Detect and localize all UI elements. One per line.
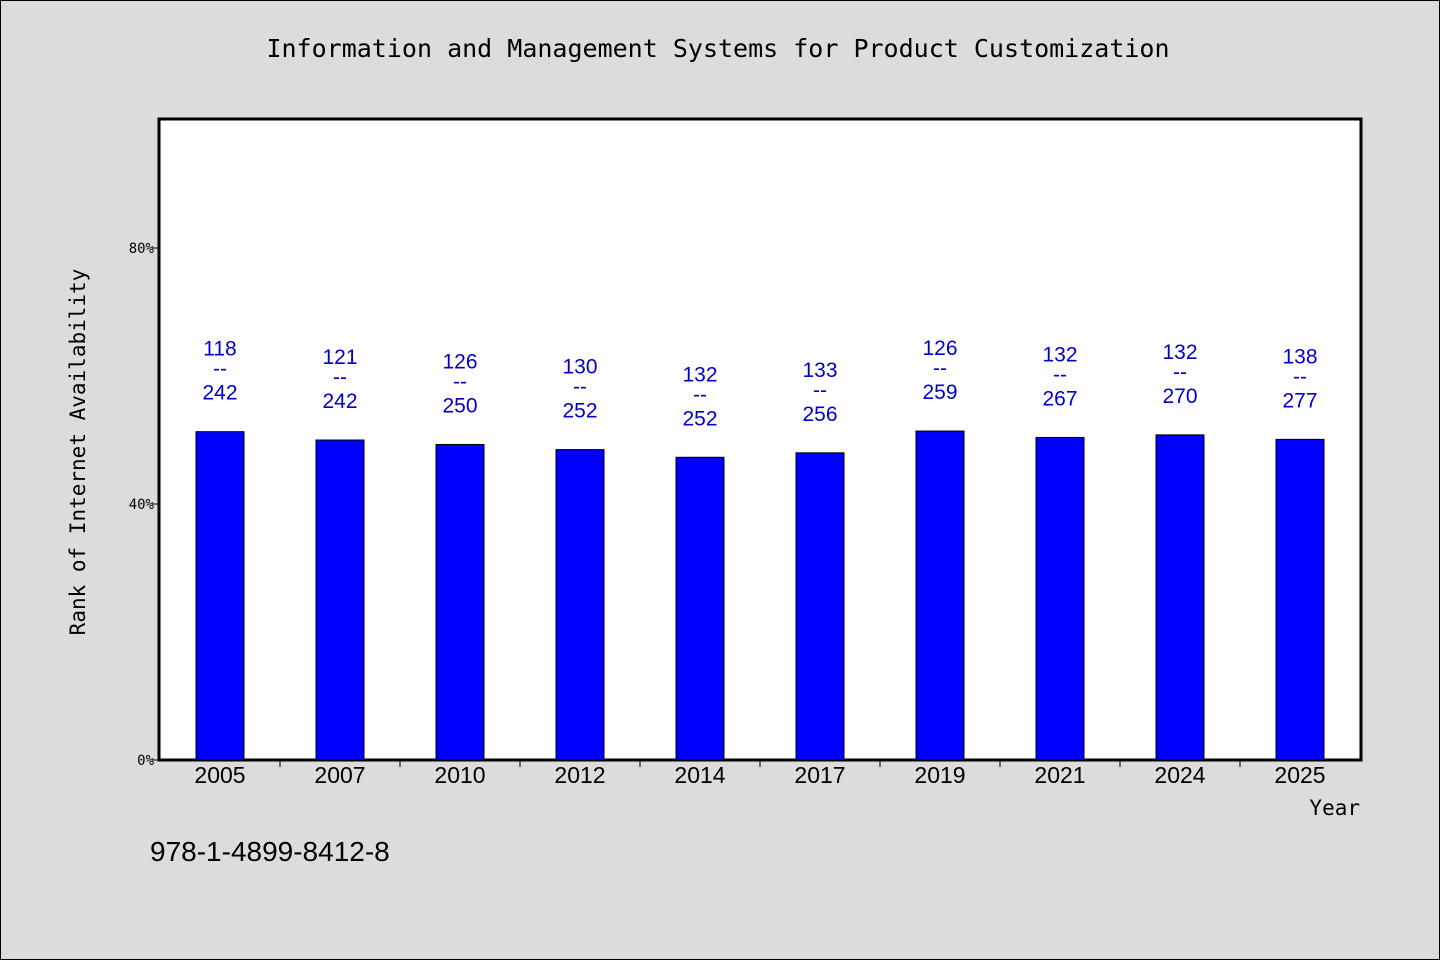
x-tick-label: 2014: [674, 762, 725, 788]
data-label-bottom: 252: [682, 407, 717, 430]
x-tick-label: 2024: [1154, 762, 1205, 788]
x-tick-label: 2012: [554, 762, 605, 788]
data-label-separator: --: [693, 383, 707, 406]
data-label-top: 126: [442, 350, 477, 373]
data-label-top: 132: [1162, 341, 1197, 364]
y-tick-label: 80%: [129, 241, 155, 257]
bar: [435, 443, 485, 761]
data-label-separator: --: [213, 358, 227, 381]
x-axis-label: Year: [1309, 796, 1360, 820]
data-label-top: 130: [562, 356, 597, 379]
data-label-separator: --: [1173, 361, 1187, 384]
bar: [315, 439, 365, 761]
x-tick-label: 2021: [1034, 762, 1085, 788]
bar: [675, 456, 725, 761]
bar: [795, 452, 845, 761]
chart-title: Information and Management Systems for P…: [266, 34, 1170, 63]
data-label-separator: --: [453, 370, 467, 393]
data-label-top: 132: [1042, 343, 1077, 366]
data-label-bottom: 259: [922, 381, 957, 404]
x-tick-label: 2007: [314, 762, 365, 788]
bar: [555, 449, 605, 761]
data-label-bottom: 270: [1162, 385, 1197, 408]
data-label-top: 126: [922, 337, 957, 360]
data-label-top: 138: [1282, 345, 1317, 368]
bar: [915, 430, 965, 761]
x-tick-label: 2005: [194, 762, 245, 788]
data-label-top: 121: [322, 346, 357, 369]
chart-marks: 0%40%80%2005118--2422007121--2422010126-…: [129, 241, 1326, 788]
data-label-bottom: 256: [802, 403, 837, 426]
data-label-separator: --: [1293, 365, 1307, 388]
data-label-bottom: 242: [202, 382, 237, 405]
data-label-bottom: 242: [322, 390, 357, 413]
isbn-text: 978-1-4899-8412-8: [150, 836, 390, 867]
x-tick-label: 2019: [914, 762, 965, 788]
y-tick-label: 40%: [129, 497, 155, 513]
data-label-separator: --: [1053, 363, 1067, 386]
data-label-bottom: 267: [1042, 387, 1077, 410]
data-label-separator: --: [333, 366, 347, 389]
data-label-separator: --: [933, 357, 947, 380]
data-label-bottom: 277: [1282, 389, 1317, 412]
y-tick-label: 0%: [137, 753, 154, 769]
x-tick-label: 2017: [794, 762, 845, 788]
data-label-bottom: 250: [442, 394, 477, 417]
x-tick-label: 2010: [434, 762, 485, 788]
bar: [1275, 438, 1325, 761]
data-label-top: 118: [203, 338, 236, 361]
bar: [1035, 436, 1085, 761]
data-label-top: 132: [682, 363, 717, 386]
x-tick-label: 2025: [1274, 762, 1325, 788]
data-label-separator: --: [573, 376, 587, 399]
bar: [195, 431, 245, 761]
bar: [1155, 434, 1205, 761]
data-label-top: 133: [802, 359, 837, 382]
data-label-separator: --: [813, 379, 827, 402]
data-label-bottom: 252: [562, 400, 597, 423]
